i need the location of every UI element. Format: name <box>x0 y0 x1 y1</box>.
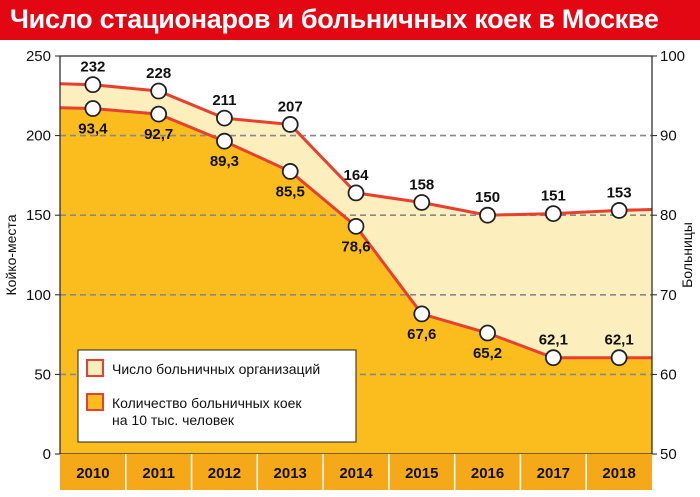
hospital-point <box>347 184 365 202</box>
hospital-point <box>84 76 102 94</box>
right-tick-label: 80 <box>660 207 677 224</box>
hospital-data-label: 164 <box>343 167 369 184</box>
hospital-point <box>216 109 233 127</box>
right-tick-label: 100 <box>660 48 685 65</box>
hospital-point <box>281 116 299 133</box>
beds-data-label: 93,4 <box>78 121 108 138</box>
legend <box>77 349 357 443</box>
hospital-data-label: 153 <box>607 184 632 201</box>
beds-data-label: 65,2 <box>473 345 502 362</box>
x-tick-label: 2010 <box>76 465 109 482</box>
left-tick-label: 50 <box>34 366 51 383</box>
hospital-point <box>413 194 431 211</box>
beds-point <box>216 132 233 150</box>
beds-data-label: 67,6 <box>407 326 436 343</box>
hospital-data-label: 207 <box>278 98 303 115</box>
hospital-point <box>610 202 628 219</box>
hospital-data-label: 151 <box>541 188 566 205</box>
legend-label: Количество больничных коек <box>112 395 302 411</box>
right-tick-label: 90 <box>660 128 677 145</box>
left-tick-label: 0 <box>43 446 51 463</box>
beds-point <box>84 100 102 117</box>
right-tick-label: 70 <box>660 287 677 304</box>
hospital-point <box>150 82 168 100</box>
beds-data-label: 62,1 <box>605 332 634 349</box>
chart-title: Число стационаров и больничных коек в Мо… <box>10 4 659 34</box>
hospital-data-label: 150 <box>475 189 500 206</box>
x-tick-label: 2014 <box>339 465 373 482</box>
legend-swatch-beds <box>86 393 104 411</box>
left-tick-label: 250 <box>26 48 51 65</box>
x-tick-label: 2016 <box>471 465 504 482</box>
hospital-data-label: 211 <box>212 92 236 109</box>
hospital-data-label: 228 <box>146 65 171 82</box>
beds-point <box>347 217 365 235</box>
beds-point <box>281 163 299 180</box>
x-tick-label: 2011 <box>142 465 175 482</box>
beds-data-label: 85,5 <box>276 183 305 200</box>
x-tick-label: 2013 <box>274 465 307 482</box>
right-axis-label: Больницы <box>679 222 695 288</box>
beds-point <box>544 349 562 367</box>
beds-point <box>610 349 628 367</box>
beds-point <box>479 324 496 342</box>
hospital-data-label: 232 <box>80 59 105 76</box>
x-tick-label: 2012 <box>208 465 241 482</box>
x-tick-label: 2015 <box>405 465 438 482</box>
right-tick-label: 50 <box>660 446 677 463</box>
legend-swatch-hospitals <box>86 359 104 377</box>
beds-data-label: 92,7 <box>144 126 173 143</box>
left-axis-label: Койко-места <box>3 214 19 295</box>
hospital-point <box>544 205 562 223</box>
left-tick-label: 150 <box>26 207 51 224</box>
left-tick-label: 200 <box>26 128 51 145</box>
hospital-data-label: 158 <box>409 176 434 193</box>
hospital-point <box>479 206 496 224</box>
beds-point <box>413 305 431 323</box>
x-tick-label: 2018 <box>602 465 635 482</box>
beds-data-label: 89,3 <box>210 153 239 170</box>
title-bar: Число стационаров и больничных коек в Мо… <box>0 0 700 40</box>
left-tick-label: 100 <box>26 287 51 304</box>
right-tick-label: 60 <box>660 366 677 383</box>
x-axis-band <box>60 454 652 490</box>
beds-point <box>150 105 168 123</box>
legend-label: на 10 тыс. человек <box>112 412 235 428</box>
beds-data-label: 62,1 <box>539 332 568 349</box>
beds-data-label: 78,6 <box>341 238 370 255</box>
x-tick-label: 2017 <box>537 465 570 482</box>
legend-label: Число больничных организаций <box>112 361 320 377</box>
